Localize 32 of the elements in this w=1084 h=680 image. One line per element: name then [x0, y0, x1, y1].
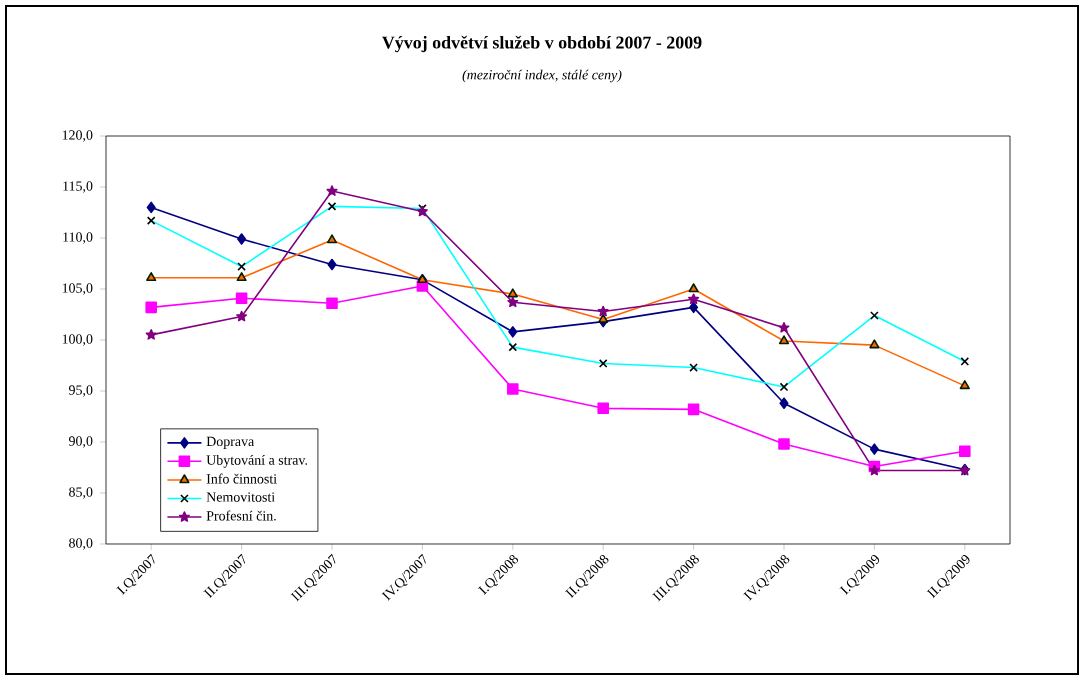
point — [507, 288, 518, 298]
point — [508, 326, 518, 338]
point — [689, 301, 699, 314]
point — [598, 313, 609, 323]
point — [236, 310, 248, 322]
point — [778, 321, 790, 333]
point — [145, 329, 157, 340]
point — [687, 403, 700, 416]
point — [237, 233, 247, 245]
point — [327, 258, 337, 271]
point — [326, 185, 338, 196]
point — [869, 339, 880, 349]
point — [236, 272, 247, 282]
point — [869, 443, 879, 455]
point — [688, 293, 700, 305]
point — [959, 380, 970, 390]
chart-title: Vývoj odvětví služeb v období 2007 - 2009 — [382, 35, 702, 53]
point — [146, 201, 156, 214]
point — [779, 397, 789, 410]
point — [507, 383, 519, 395]
point — [688, 283, 699, 293]
point — [326, 297, 338, 310]
point — [235, 292, 248, 304]
point — [778, 335, 790, 345]
point — [326, 234, 338, 244]
point — [507, 296, 519, 308]
point — [597, 305, 609, 317]
point — [778, 438, 790, 450]
point — [597, 402, 609, 415]
point — [145, 301, 157, 314]
point — [146, 272, 157, 282]
point — [959, 445, 971, 457]
